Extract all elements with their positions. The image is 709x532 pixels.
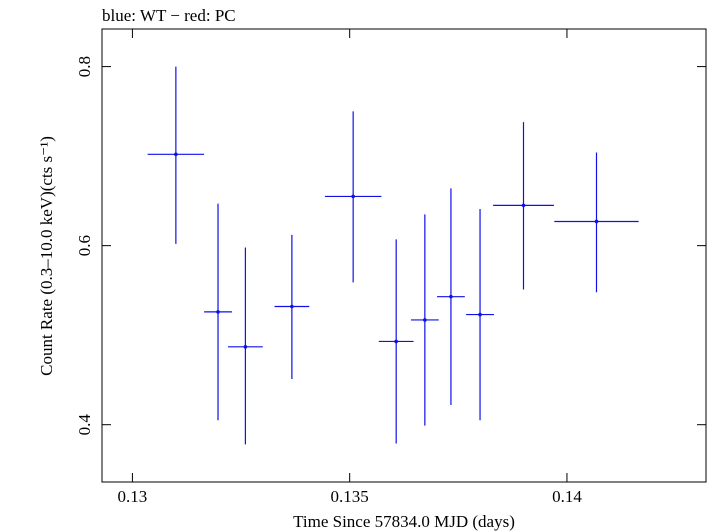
x-axis-label: Time Since 57834.0 MJD (days) xyxy=(293,512,515,531)
data-point xyxy=(437,188,465,406)
data-marker xyxy=(351,194,355,199)
x-axis-ticks: 0.13 0.135 0.14 xyxy=(118,29,582,506)
data-series xyxy=(147,66,639,445)
y-axis-label: Count Rate (0.3–10.0 keV)(cts s⁻¹) xyxy=(37,136,56,376)
data-marker xyxy=(394,339,398,344)
x-tick-label: 0.13 xyxy=(118,487,148,506)
data-point xyxy=(554,152,639,293)
data-point xyxy=(378,239,414,444)
data-marker xyxy=(594,219,599,224)
data-point xyxy=(466,208,494,421)
data-point xyxy=(410,214,439,426)
data-marker xyxy=(243,345,248,349)
y-axis-ticks: 0.4 0.6 0.8 xyxy=(75,56,706,435)
data-marker xyxy=(423,318,427,322)
data-marker xyxy=(174,152,178,157)
data-marker xyxy=(290,304,294,309)
data-point xyxy=(204,203,232,421)
y-tick-label: 0.6 xyxy=(75,235,94,256)
data-marker xyxy=(449,294,453,299)
data-point xyxy=(274,234,310,380)
data-marker xyxy=(478,312,482,317)
x-tick-label: 0.135 xyxy=(331,487,369,506)
data-point xyxy=(228,247,263,445)
chart-title: blue: WT − red: PC xyxy=(102,6,236,25)
data-point xyxy=(324,111,382,283)
y-tick-label: 0.4 xyxy=(75,414,94,436)
data-point xyxy=(147,66,205,244)
data-marker xyxy=(521,203,526,208)
y-tick-label: 0.8 xyxy=(75,56,94,77)
plot-frame xyxy=(101,28,707,483)
x-tick-label: 0.14 xyxy=(552,487,582,506)
data-marker xyxy=(216,310,220,314)
data-point xyxy=(493,122,554,290)
